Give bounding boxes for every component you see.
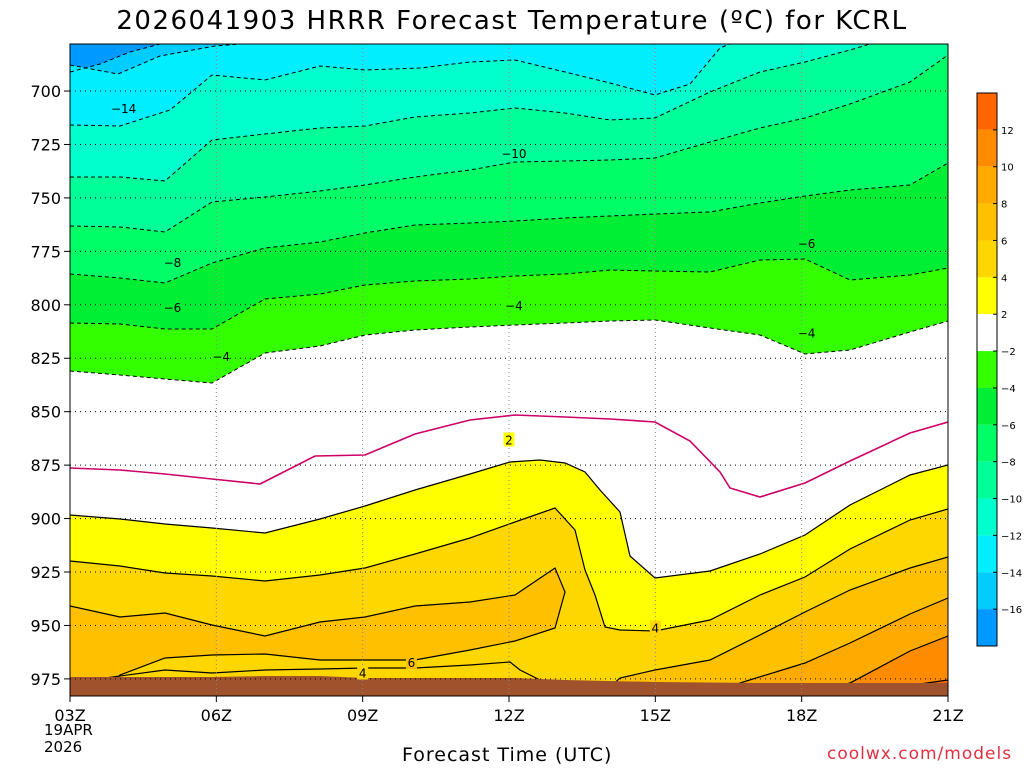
contour-label: −14 xyxy=(111,102,136,116)
colorbar-swatch xyxy=(977,424,997,462)
x-tick-label: 12Z xyxy=(493,706,524,725)
contour-minus8 xyxy=(70,54,948,233)
contour-minus2 xyxy=(70,319,948,384)
credit-link[interactable]: coolwx.com/models xyxy=(827,744,1013,764)
chart-title: 2026041903 HRRR Forecast Temperature (ºC… xyxy=(116,6,908,36)
contour-label-layer: −14 −10 −8 −6 −6 −4 −4 −4 2 4 4 6 xyxy=(111,101,816,680)
colorbar-label: 8 xyxy=(1001,200,1007,211)
y-tick-label: 950 xyxy=(30,616,61,635)
contour-label: 4 xyxy=(652,622,660,636)
contour-label-bg xyxy=(501,146,527,161)
fill-plus6 xyxy=(70,557,948,696)
colorbar-label: −8 xyxy=(1001,458,1016,469)
contour-plus6-lower xyxy=(599,556,948,696)
contour-plus6-upper xyxy=(70,567,566,696)
contour-label: 2 xyxy=(505,433,513,447)
terrain-fill xyxy=(70,676,948,696)
x-tick-label: 06Z xyxy=(201,706,232,725)
y-tick-label: 850 xyxy=(30,403,61,422)
contour-minus14 xyxy=(70,44,241,75)
y-tick-label: 800 xyxy=(30,296,61,315)
contour-label-bg xyxy=(405,654,417,669)
contour-label-bg xyxy=(111,101,137,116)
x-tick-label: 09Z xyxy=(347,706,378,725)
colorbar: 12 10 8 6 4 2 −2 −4 −6 −8 −10 −12 −14 −16 xyxy=(976,92,1022,647)
colorbar-swatch xyxy=(977,166,997,204)
colorbar-swatch xyxy=(977,314,997,352)
colorbar-swatch xyxy=(977,351,997,388)
colorbar-label: −14 xyxy=(1001,568,1022,579)
contour-label: −10 xyxy=(501,147,526,161)
negative-contours xyxy=(70,44,948,384)
x-tick-label: 03Z xyxy=(54,706,85,725)
colorbar-label: −10 xyxy=(1001,495,1022,506)
x-tick-label: 21Z xyxy=(932,706,963,725)
contour-label-bg xyxy=(163,255,182,270)
colorbar-label: 4 xyxy=(1001,273,1007,284)
colorbar-label: 2 xyxy=(1001,310,1007,321)
colorbar-label: −6 xyxy=(1001,421,1016,432)
y-tick-label: 925 xyxy=(30,563,61,582)
contour-zero xyxy=(70,414,948,498)
contour-label: −6 xyxy=(164,301,182,315)
y-tick-label: 900 xyxy=(30,510,61,529)
contour-plus2 xyxy=(70,459,948,579)
contour-label: −8 xyxy=(164,256,182,270)
colorbar-swatch xyxy=(977,93,997,130)
contour-label: −4 xyxy=(505,299,523,313)
colorbar-swatch xyxy=(977,609,997,646)
contour-label-bg xyxy=(797,325,816,340)
y-tick-label: 725 xyxy=(30,135,61,154)
colorbar-swatch xyxy=(977,203,997,241)
colorbar-label: −16 xyxy=(1001,605,1022,616)
contour-label-bg xyxy=(503,432,515,447)
x-tick-label: 18Z xyxy=(786,706,817,725)
contour-label: −6 xyxy=(798,237,816,251)
colorbar-swatch xyxy=(977,277,997,315)
colorbar-swatch xyxy=(977,129,997,167)
colorbar-swatch xyxy=(977,461,997,499)
contour-label: −4 xyxy=(212,350,230,364)
y-tick-label: 750 xyxy=(30,189,61,208)
contour-minus4 xyxy=(70,258,948,330)
colorbar-label: −12 xyxy=(1001,531,1022,542)
date-line-year: 2026 xyxy=(44,738,83,756)
plot-area: −14 −10 −8 −6 −6 −4 −4 −4 2 4 4 6 xyxy=(70,44,948,696)
contour-label-bg xyxy=(797,235,816,250)
contour-plus4 xyxy=(70,507,948,632)
colorbar-swatch xyxy=(977,240,997,278)
colorbar-frame xyxy=(976,92,998,647)
colorbar-swatch xyxy=(977,535,997,573)
contour-label-bg xyxy=(212,349,231,364)
contour-label-bg xyxy=(504,297,523,312)
contour-label-bg xyxy=(163,299,182,314)
x-axis-label: Forecast Time (UTC) xyxy=(402,744,613,766)
colorbar-swatch xyxy=(977,387,997,425)
colorbar-label: 12 xyxy=(1001,126,1014,137)
colorbar-swatch xyxy=(977,572,997,610)
x-tick-label: 15Z xyxy=(640,706,671,725)
y-tick-label: 700 xyxy=(30,82,61,101)
contour-label-bg xyxy=(649,620,661,635)
colorbar-label: 6 xyxy=(1001,236,1007,247)
contour-minus12 xyxy=(70,44,731,127)
y-tick-label: 825 xyxy=(30,349,61,368)
y-tick-label: 975 xyxy=(30,670,61,689)
contour-label-bg xyxy=(357,665,369,680)
y-tick-label: 875 xyxy=(30,456,61,475)
colorbar-label: 10 xyxy=(1001,163,1014,174)
contour-minus10 xyxy=(70,44,871,182)
axis-layer: 700 725 750 775 800 825 850 875 900 925 950 975 03Z 0… xyxy=(30,82,963,725)
date-line-month: 19APR xyxy=(44,721,93,739)
y-tick-label: 775 xyxy=(30,242,61,261)
contour-label: −4 xyxy=(798,327,816,341)
colorbar-label: −2 xyxy=(1001,347,1016,358)
colorbar-label: −4 xyxy=(1001,384,1016,395)
contour-label: 4 xyxy=(359,666,367,680)
positive-contours xyxy=(70,459,948,696)
colorbar-swatch xyxy=(977,498,997,536)
contour-label: 6 xyxy=(408,656,416,670)
contour-minus6 xyxy=(70,162,948,284)
